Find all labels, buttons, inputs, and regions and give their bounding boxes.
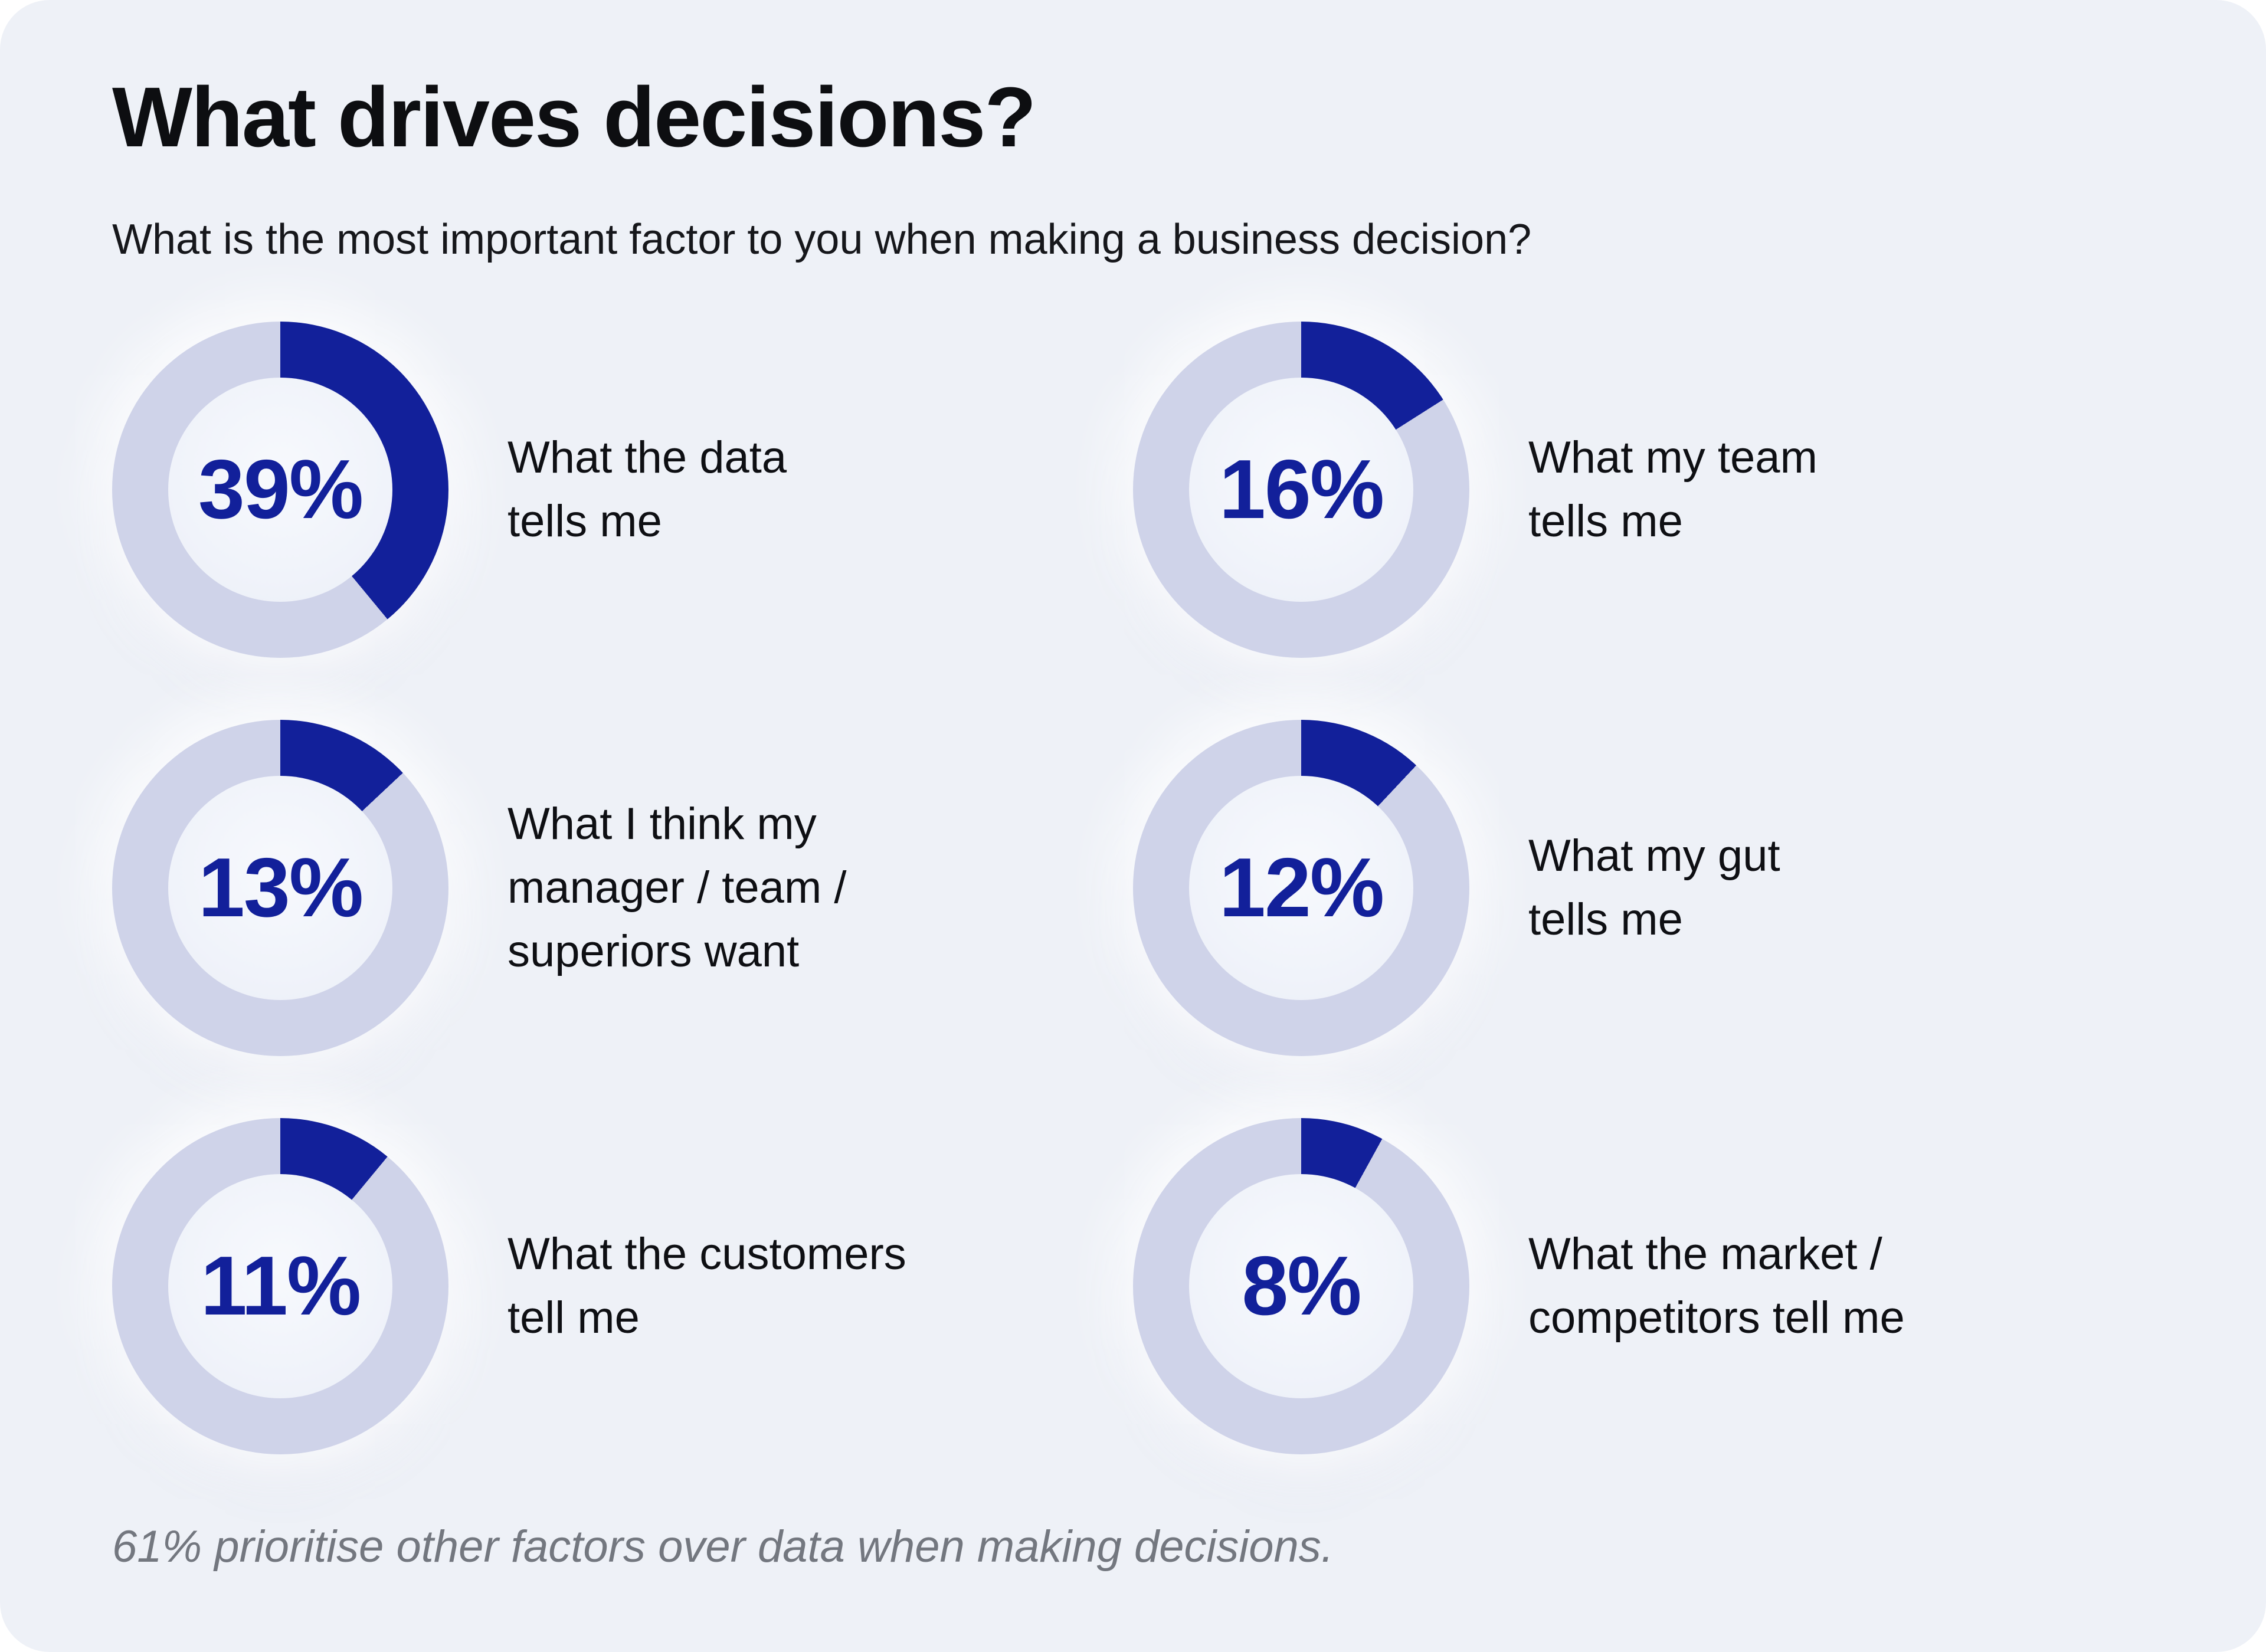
donut-chart-team: 16%: [1133, 321, 1469, 658]
donut-grid: 39% What the data tells me 16% What my t…: [112, 321, 2154, 1454]
donut-hole: [1189, 775, 1413, 1000]
footnote: 61% prioritise other factors over data w…: [112, 1521, 1334, 1572]
donut-caption: What the data tells me: [507, 432, 787, 546]
donut-item-market: 8% What the market / competitors tell me: [1133, 1117, 2154, 1454]
donut-percent-label: 8%: [1242, 1238, 1361, 1333]
donut-item-gut: 12% What my gut tells me: [1133, 719, 2154, 1056]
donut-hole: [168, 775, 392, 1000]
donut-chart-customers: 11%: [112, 1117, 448, 1454]
donut-caption: What I think my manager / team / superio…: [507, 798, 847, 976]
donut-percent-label: 13%: [198, 840, 364, 935]
donut-chart-manager: 13%: [112, 719, 448, 1056]
donut-hole: [1189, 1174, 1413, 1398]
donut-hole: [1189, 377, 1413, 602]
donut-hole: [168, 377, 392, 602]
donut-percent-label: 16%: [1219, 442, 1384, 536]
donut-chart-gut: 12%: [1133, 719, 1469, 1056]
donut-percent-label: 12%: [1219, 840, 1384, 935]
page-title: What drives decisions?: [112, 70, 1036, 165]
donut-chart-data: 39%: [112, 321, 448, 658]
donut-caption: What the customers tell me: [507, 1228, 906, 1343]
donut-chart-market: 8%: [1133, 1117, 1469, 1454]
donut-item-manager: 13% What I think my manager / team / sup…: [112, 719, 1133, 1056]
donut-hole: [168, 1174, 392, 1398]
donut-caption: What my gut tells me: [1528, 830, 1780, 945]
page-subtitle: What is the most important factor to you…: [112, 216, 1532, 264]
donut-item-team: 16% What my team tells me: [1133, 321, 2154, 658]
donut-item-data: 39% What the data tells me: [112, 321, 1133, 658]
donut-caption: What my team tells me: [1528, 432, 1818, 546]
donut-caption: What the market / competitors tell me: [1528, 1228, 1905, 1343]
donut-percent-label: 11%: [200, 1238, 361, 1333]
donut-item-customers: 11% What the customers tell me: [112, 1117, 1133, 1454]
donut-percent-label: 39%: [198, 442, 364, 536]
